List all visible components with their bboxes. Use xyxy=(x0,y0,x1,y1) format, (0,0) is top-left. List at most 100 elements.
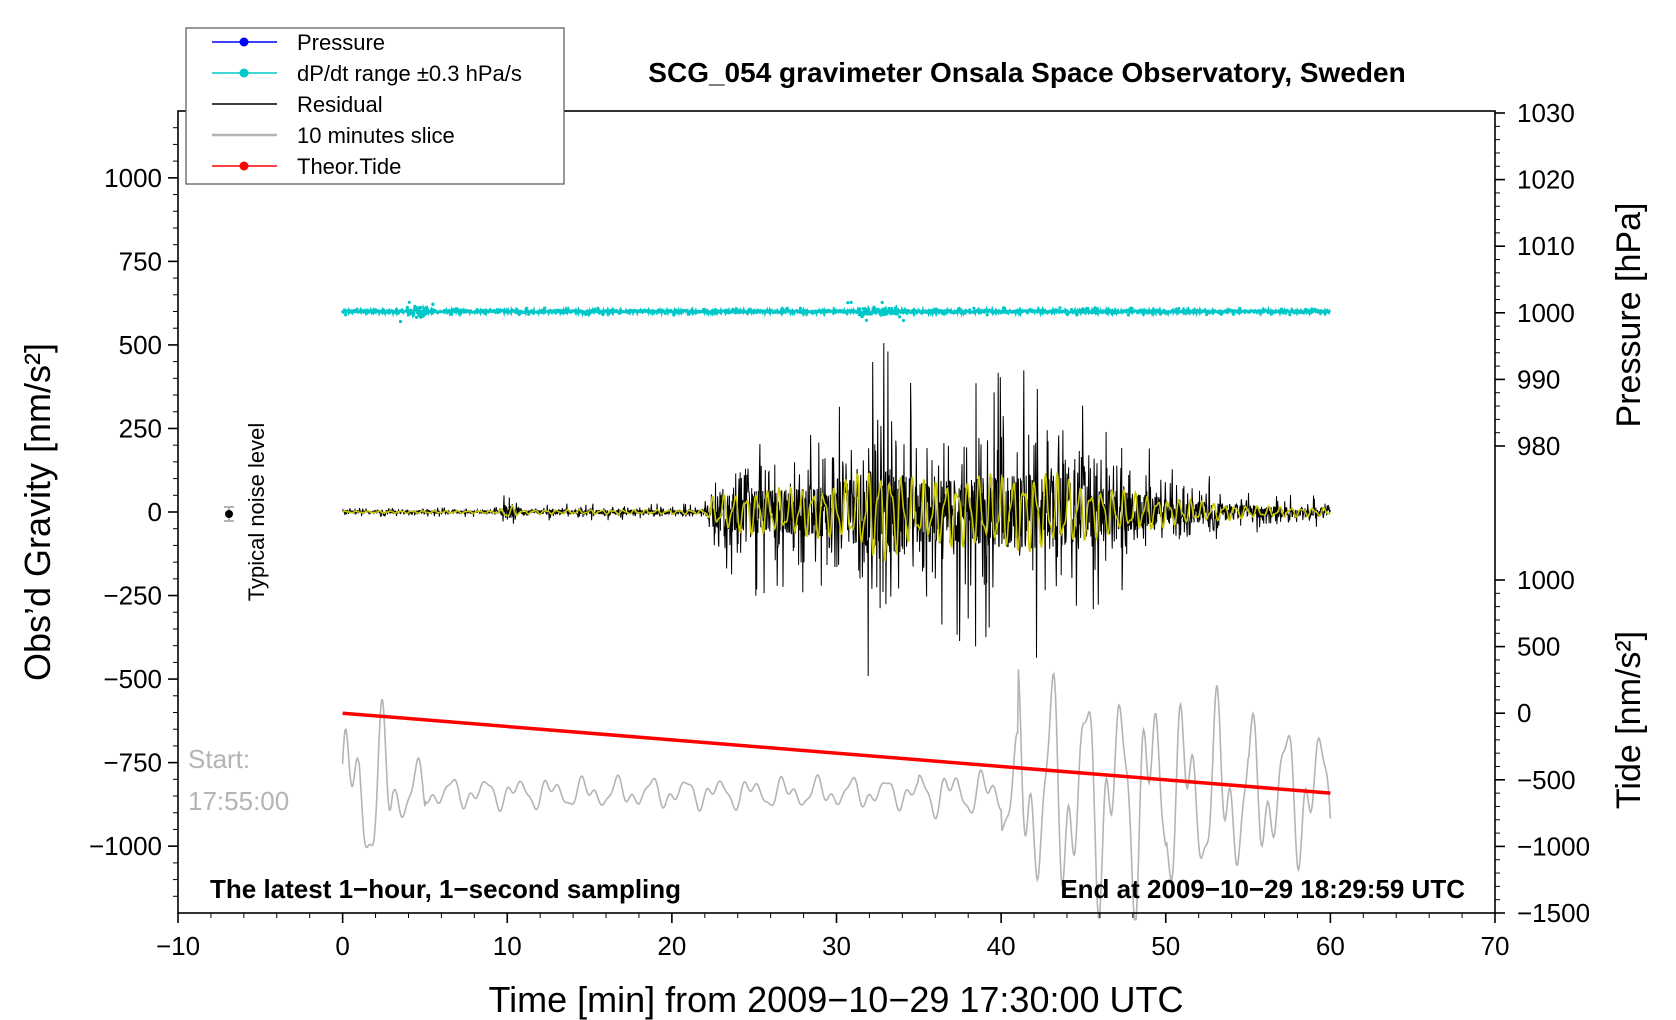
dpdt-point xyxy=(431,302,435,306)
dpdt-point xyxy=(618,309,622,313)
legend-label: Pressure xyxy=(297,30,385,55)
dpdt-point xyxy=(569,309,573,313)
dpdt-point xyxy=(481,308,485,312)
left-tick-label: 500 xyxy=(119,330,162,360)
dpdt-point xyxy=(558,309,562,313)
tide-tick-label: 1000 xyxy=(1517,565,1575,595)
left-tick-label: −1000 xyxy=(89,831,162,861)
dpdt-point xyxy=(1054,308,1058,312)
dpdt-point xyxy=(1001,306,1006,310)
dpdt-point xyxy=(525,306,529,310)
dpdt-point xyxy=(812,311,816,315)
x-tick-label: −10 xyxy=(156,931,200,961)
x-tick-label: 10 xyxy=(493,931,522,961)
dpdt-point xyxy=(543,306,547,310)
dpdt-point xyxy=(985,313,989,317)
dpdt-point xyxy=(846,301,850,305)
left-tick-label: 1000 xyxy=(104,163,162,193)
dpdt-point xyxy=(827,308,831,312)
dpdt-point xyxy=(968,308,972,312)
dpdt-point xyxy=(1058,306,1062,310)
dpdt-point xyxy=(686,312,690,316)
dpdt-point xyxy=(422,313,426,317)
dpdt-point xyxy=(344,313,348,317)
x-tick-label: 20 xyxy=(657,931,686,961)
tide-tick-label: 0 xyxy=(1517,698,1531,728)
dpdt-point xyxy=(584,312,588,316)
pressure-tick-label: 1030 xyxy=(1517,98,1575,128)
x-tick-label: 30 xyxy=(822,931,851,961)
x-tick-label: 0 xyxy=(335,931,349,961)
dpdt-point xyxy=(419,305,423,310)
legend-label: 10 minutes slice xyxy=(297,123,455,148)
legend: Pressure dP/dt range ±0.3 hPa/s Residual 10… xyxy=(185,27,565,185)
legend-marker xyxy=(239,37,249,47)
pressure-tick-label: 1020 xyxy=(1517,165,1575,195)
dpdt-point xyxy=(527,312,531,316)
dpdt-point xyxy=(483,311,488,316)
dpdt-point xyxy=(734,307,739,311)
pressure-tick-label: 990 xyxy=(1517,364,1560,394)
dpdt-point xyxy=(956,307,961,311)
dpdt-point xyxy=(849,300,853,304)
axes-layer: −10 0 10 20 30 40 50 60 7010007505002500−250−500… xyxy=(89,98,1590,961)
pressure-tick-label: 1000 xyxy=(1517,298,1575,328)
dpdt-point xyxy=(1093,306,1097,310)
legend-box xyxy=(185,27,565,185)
dpdt-point xyxy=(1028,307,1032,312)
dpdt-point xyxy=(1075,313,1079,317)
dpdt-point xyxy=(407,300,411,304)
dpdt-point xyxy=(1231,312,1236,316)
dpdt-point xyxy=(901,318,906,323)
dpdt-point xyxy=(1158,312,1163,316)
dpdt-point xyxy=(561,309,565,313)
dpdt-point xyxy=(1065,312,1070,317)
dpdt-point xyxy=(446,309,450,313)
tide-tick-label: −1000 xyxy=(1517,831,1590,861)
series-dpdt-range xyxy=(341,303,1332,320)
series-10-minutes-slice xyxy=(341,669,1332,921)
dpdt-point xyxy=(1310,307,1314,311)
dpdt-point xyxy=(873,311,877,315)
dpdt-point xyxy=(860,314,864,319)
dpdt-point xyxy=(517,312,521,317)
legend-marker xyxy=(239,68,249,78)
dpdt-point xyxy=(1085,309,1089,313)
dpdt-point xyxy=(773,309,777,313)
dpdt-point xyxy=(663,311,668,315)
legend-label: Residual xyxy=(297,92,383,117)
noise-point xyxy=(225,510,233,518)
y-axis-label-left: Obs’d Gravity [nm/s²] xyxy=(17,343,58,681)
y-axis-label-tide: Tide [nm/s²] xyxy=(1610,631,1648,809)
x-tick-label: 60 xyxy=(1316,931,1345,961)
dpdt-point xyxy=(341,310,345,314)
dpdt-point xyxy=(388,310,392,315)
dpdt-point xyxy=(1151,312,1155,316)
annotation-start-time: 17:55:00 xyxy=(188,786,289,816)
dpdt-point xyxy=(602,310,606,314)
dpdt-point xyxy=(705,310,709,314)
dpdt-point xyxy=(1288,313,1292,317)
dpdt-point xyxy=(1090,311,1094,315)
dpdt-point xyxy=(1081,307,1085,311)
annotation-bottom-left: The latest 1−hour, 1−second sampling xyxy=(210,874,681,904)
dpdt-point xyxy=(1313,307,1317,311)
dpdt-point xyxy=(355,307,359,311)
dpdt-point xyxy=(1279,307,1284,311)
dpdt-point xyxy=(1130,306,1134,310)
dpdt-point xyxy=(1177,306,1181,311)
x-tick-label: 70 xyxy=(1481,931,1510,961)
dpdt-point xyxy=(934,307,939,311)
left-tick-label: 750 xyxy=(119,246,162,276)
x-tick-label: 40 xyxy=(987,931,1016,961)
dpdt-point xyxy=(1205,312,1209,317)
annotation-start-label: Start: xyxy=(188,744,250,774)
dpdt-point xyxy=(450,312,454,316)
dpdt-point xyxy=(864,318,869,322)
dpdt-point xyxy=(397,309,402,313)
dpdt-point xyxy=(373,308,377,312)
dpdt-point xyxy=(731,307,735,311)
dpdt-point xyxy=(1155,309,1159,313)
series-residual xyxy=(342,343,1331,677)
